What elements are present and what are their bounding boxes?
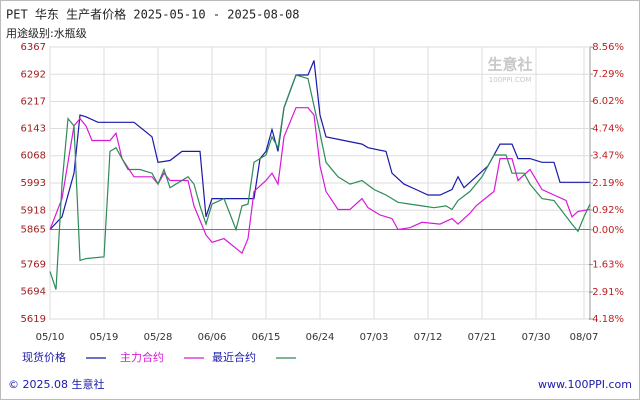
footer-left: © 2025.08 生意社 xyxy=(8,377,104,391)
x-tick-label: 06/06 xyxy=(198,332,227,343)
y2-tick-label: 8.56% xyxy=(592,42,624,53)
y-tick-label: 6217 xyxy=(21,97,46,108)
x-tick-label: 06/24 xyxy=(306,332,335,343)
footer-right: www.100PPI.com xyxy=(538,378,632,391)
y2-tick-label: 7.29% xyxy=(592,69,624,80)
y2-tick-label: 3.47% xyxy=(592,151,624,162)
y2-tick-label: -1.63% xyxy=(589,260,624,271)
x-tick-label: 05/28 xyxy=(144,332,173,343)
y2-tick-label: 0.92% xyxy=(592,205,624,216)
y2-tick-label: -4.18% xyxy=(589,314,624,325)
y-tick-label: 6367 xyxy=(21,42,46,53)
y2-tick-label: 6.02% xyxy=(592,96,624,107)
series-line xyxy=(49,74,591,290)
chart-subtitle: 用途级别:水瓶级 xyxy=(6,26,87,40)
y-tick-label: 5993 xyxy=(21,178,46,189)
y-tick-label: 5619 xyxy=(21,314,46,325)
y-tick-label: 5918 xyxy=(21,205,46,216)
y-tick-label: 6143 xyxy=(21,123,46,134)
x-tick-label: 07/12 xyxy=(414,332,443,343)
series-line xyxy=(49,107,591,255)
chart-title: PET 华东 生产者价格 2025-05-10 - 2025-08-08 xyxy=(6,7,300,22)
x-tick-label: 05/19 xyxy=(90,332,119,343)
y2-tick-label: 4.74% xyxy=(592,124,624,135)
legend-label: 最近合约 xyxy=(212,350,256,364)
x-tick-label: 07/03 xyxy=(360,332,389,343)
watermark-sub: 100PPI.COM xyxy=(489,76,532,84)
y-tick-label: 5769 xyxy=(21,259,46,270)
x-tick-label: 08/07 xyxy=(570,332,599,343)
legend-label: 主力合约 xyxy=(120,350,164,364)
y-tick-label: 6292 xyxy=(21,69,46,80)
y2-tick-label: -2.91% xyxy=(589,287,624,298)
x-tick-label: 06/15 xyxy=(252,332,281,343)
x-tick-label: 07/21 xyxy=(468,332,497,343)
y2-tick-label: 2.19% xyxy=(592,178,624,189)
x-tick-label: 07/30 xyxy=(522,332,551,343)
y-tick-label: 5694 xyxy=(21,287,46,298)
legend-label: 现货价格 xyxy=(22,350,66,364)
watermark: 生意社 xyxy=(487,56,532,74)
x-tick-label: 05/10 xyxy=(36,332,65,343)
y2-tick-label: 0.00% xyxy=(592,225,624,236)
y-tick-label: 6068 xyxy=(21,151,46,162)
y-tick-label: 5865 xyxy=(21,225,46,236)
